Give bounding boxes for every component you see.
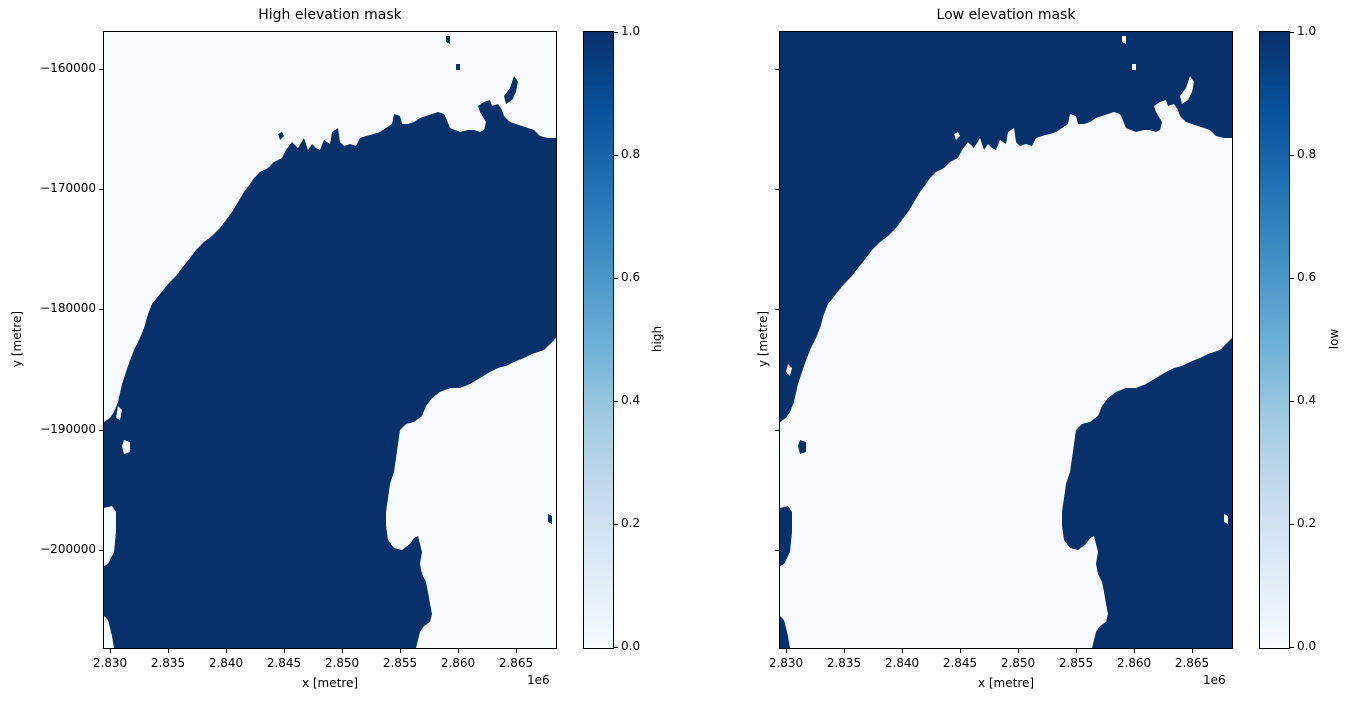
right-cbar-tick (1290, 524, 1294, 525)
left-colorbar (583, 31, 614, 649)
left-cbar-tick (614, 647, 618, 648)
left-cbar-label: 0.4 (621, 393, 641, 407)
right-cbar-tick (1290, 155, 1294, 156)
left-ytick-label: −160000 (40, 61, 96, 75)
left-ytick-mark (99, 430, 103, 431)
right-xtick-mark (1018, 649, 1019, 653)
left-mask-image (104, 32, 556, 648)
left-xtick-mark (110, 649, 111, 653)
left-ytick-mark (99, 189, 103, 190)
left-ytick-mark (99, 69, 103, 70)
left-xtick-label: 2.860 (440, 656, 476, 670)
right-xtick-mark (960, 649, 961, 653)
right-cbar-label: 0.6 (1297, 270, 1317, 284)
left-xtick-mark (342, 649, 343, 653)
left-xtick-label: 2.835 (150, 656, 186, 670)
right-ytick-mark (775, 309, 779, 310)
right-cbar-tick (1290, 401, 1294, 402)
left-ytick-label: −170000 (40, 181, 96, 195)
left-cbar-tick (614, 524, 618, 525)
right-ytick-mark (775, 550, 779, 551)
right-xtick-mark (1134, 649, 1135, 653)
right-cbar-tick (1290, 278, 1294, 279)
right-xtick-label: 2.830 (768, 656, 804, 670)
left-x-offset: 1e6 (527, 673, 550, 687)
left-cbar-tick (614, 32, 618, 33)
right-xtick-label: 2.855 (1058, 656, 1094, 670)
left-xtick-label: 2.830 (92, 656, 128, 670)
right-xtick-label: 2.840 (884, 656, 920, 670)
left-ytick-label: −180000 (40, 301, 96, 315)
right-mask-image (780, 32, 1232, 648)
left-ytick-label: −190000 (40, 422, 96, 436)
right-xtick-mark (1076, 649, 1077, 653)
right-plot-title: Low elevation mask (936, 7, 1076, 23)
right-xlabel: x [metre] (977, 676, 1035, 690)
left-cbar-label: 0.6 (621, 270, 641, 284)
left-xtick-mark (168, 649, 169, 653)
left-xlabel: x [metre] (301, 676, 359, 690)
right-xtick-label: 2.845 (942, 656, 978, 670)
left-ytick-mark (99, 309, 103, 310)
right-xtick-label: 2.860 (1116, 656, 1152, 670)
right-cbar-label: 0.4 (1297, 393, 1317, 407)
right-cbar-label: 1.0 (1297, 24, 1317, 38)
right-cbar-label: 0.8 (1297, 147, 1317, 161)
left-xtick-label: 2.865 (498, 656, 534, 670)
left-xtick-label: 2.850 (324, 656, 360, 670)
right-ytick-mark (775, 189, 779, 190)
left-cbar-tick (614, 278, 618, 279)
right-axes-frame (779, 31, 1233, 649)
left-xtick-mark (284, 649, 285, 653)
right-cbar-title: low (1327, 328, 1341, 350)
left-cbar-label: 0.0 (621, 639, 641, 653)
left-cbar-label: 1.0 (621, 24, 641, 38)
right-xtick-label: 2.850 (1000, 656, 1036, 670)
right-xtick-label: 2.835 (826, 656, 862, 670)
right-cbar-tick (1290, 647, 1294, 648)
left-xtick-label: 2.845 (266, 656, 302, 670)
left-xtick-mark (458, 649, 459, 653)
right-x-offset: 1e6 (1203, 673, 1226, 687)
right-ylabel: y [metre] (756, 310, 770, 368)
right-cbar-label: 0.0 (1297, 639, 1317, 653)
left-cbar-title: high (650, 325, 664, 353)
left-xtick-mark (516, 649, 517, 653)
right-ytick-mark (775, 69, 779, 70)
left-cbar-tick (614, 401, 618, 402)
left-xtick-label: 2.840 (208, 656, 244, 670)
left-ylabel: y [metre] (10, 310, 24, 368)
right-cbar-label: 0.2 (1297, 516, 1317, 530)
right-colorbar (1259, 31, 1290, 649)
left-xtick-label: 2.855 (382, 656, 418, 670)
left-cbar-tick (614, 155, 618, 156)
left-plot-title: High elevation mask (258, 7, 402, 23)
left-xtick-mark (226, 649, 227, 653)
left-cbar-label: 0.2 (621, 516, 641, 530)
left-axes-frame (103, 31, 557, 649)
left-cbar-label: 0.8 (621, 147, 641, 161)
right-cbar-tick (1290, 32, 1294, 33)
right-xtick-mark (1192, 649, 1193, 653)
right-xtick-mark (786, 649, 787, 653)
left-ytick-mark (99, 550, 103, 551)
left-xtick-mark (400, 649, 401, 653)
left-ytick-label: −200000 (40, 542, 96, 556)
right-xtick-mark (902, 649, 903, 653)
right-xtick-label: 2.865 (1174, 656, 1210, 670)
right-xtick-mark (844, 649, 845, 653)
right-ytick-mark (775, 430, 779, 431)
